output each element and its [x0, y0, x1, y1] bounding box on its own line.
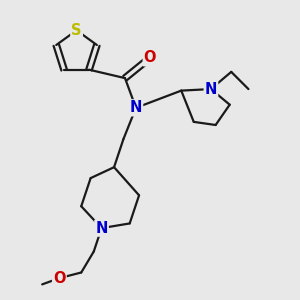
Text: O: O [144, 50, 156, 65]
Text: N: N [95, 220, 108, 236]
Text: N: N [205, 82, 217, 97]
Text: S: S [71, 23, 82, 38]
Text: O: O [53, 271, 66, 286]
Text: N: N [130, 100, 142, 115]
